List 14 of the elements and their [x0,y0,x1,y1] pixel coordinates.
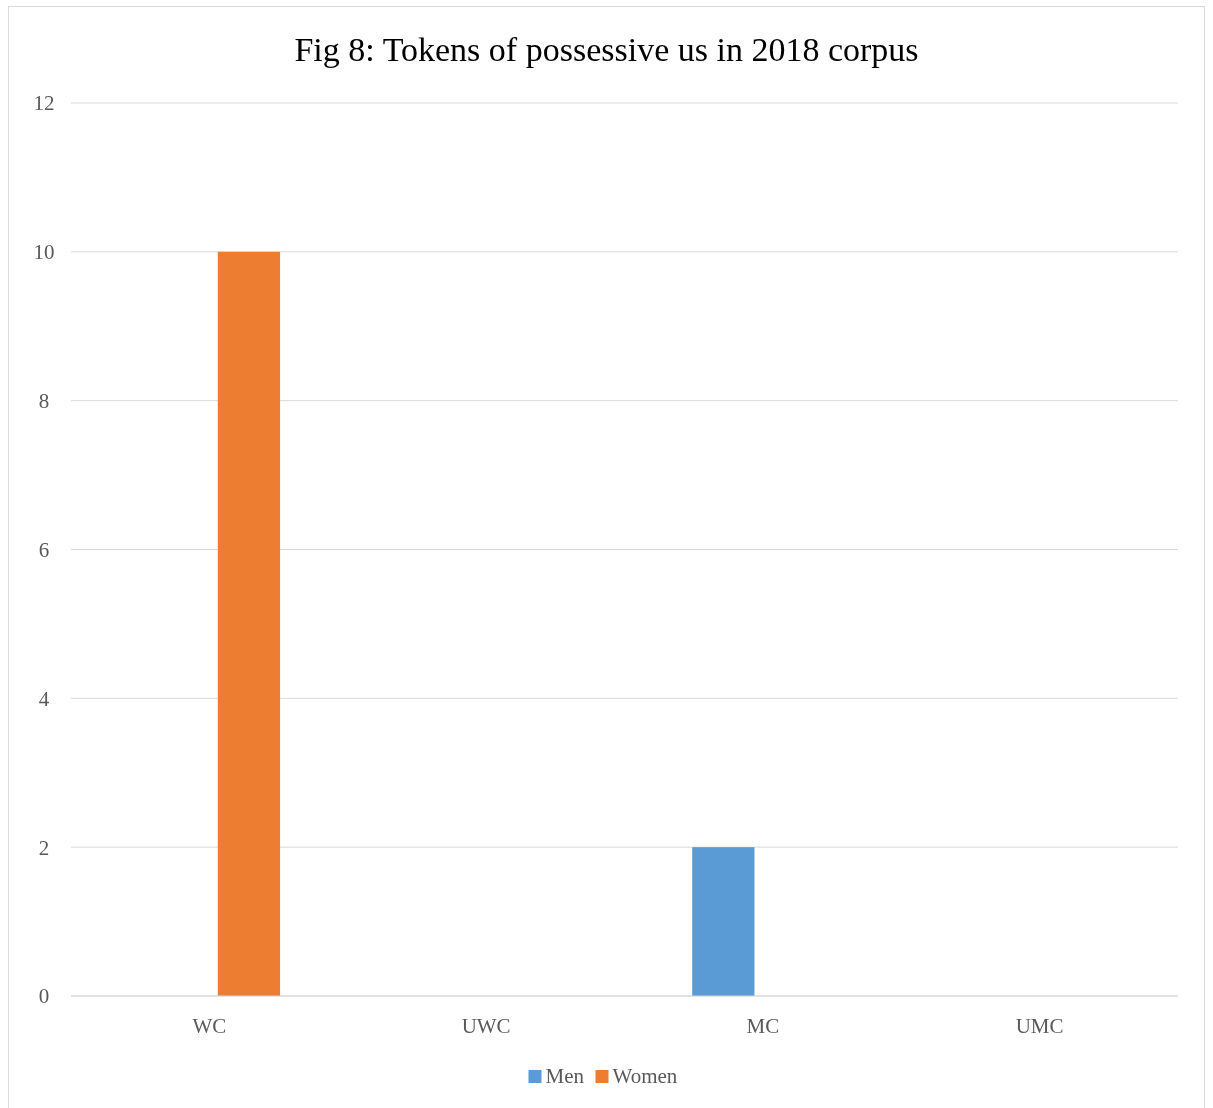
y-tick-label: 10 [33,240,55,265]
y-tick-label: 8 [38,389,50,414]
legend-label: Men [545,1064,585,1088]
y-tick-label: 12 [33,91,55,116]
y-tick-label: 4 [38,686,50,711]
y-tick-label: 0 [38,984,50,1009]
x-tick-label: MC [746,1014,780,1038]
x-tick-label: WC [192,1014,227,1038]
x-tick-label: UWC [461,1014,511,1038]
y-tick-label: 2 [38,835,50,860]
chart-title: Fig 8: Tokens of possessive us in 2018 corpus [294,31,919,68]
x-tick-label: UMC [1015,1014,1064,1038]
legend-label: Women [612,1064,678,1088]
y-tick-label: 6 [38,537,50,562]
